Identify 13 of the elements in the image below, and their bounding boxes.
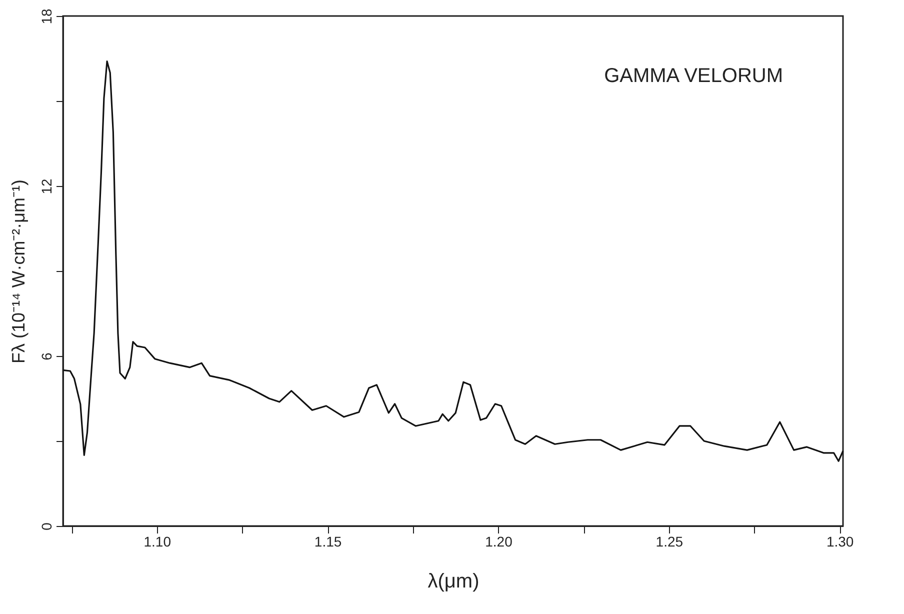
y-tick-label: 0 [38, 522, 54, 530]
y-tick-label: 12 [38, 178, 54, 194]
y-tick-label: 6 [38, 352, 54, 360]
y-axis-title: Fλ (10⁻¹⁴ W·cm⁻²·μm⁻¹) [8, 179, 28, 364]
annotation: GAMMA VELORUM [604, 65, 783, 87]
line-series [62, 60, 844, 462]
y-tick-label: 18 [38, 8, 54, 24]
x-tick-label: 1.20 [485, 534, 513, 550]
x-tick-label: 1.10 [144, 534, 172, 550]
x-tick-label: 1.25 [656, 534, 684, 550]
x-axis-title: λ(μm) [428, 570, 480, 592]
x-tick-label: 1.30 [826, 534, 854, 550]
x-tick-label: 1.15 [314, 534, 342, 550]
